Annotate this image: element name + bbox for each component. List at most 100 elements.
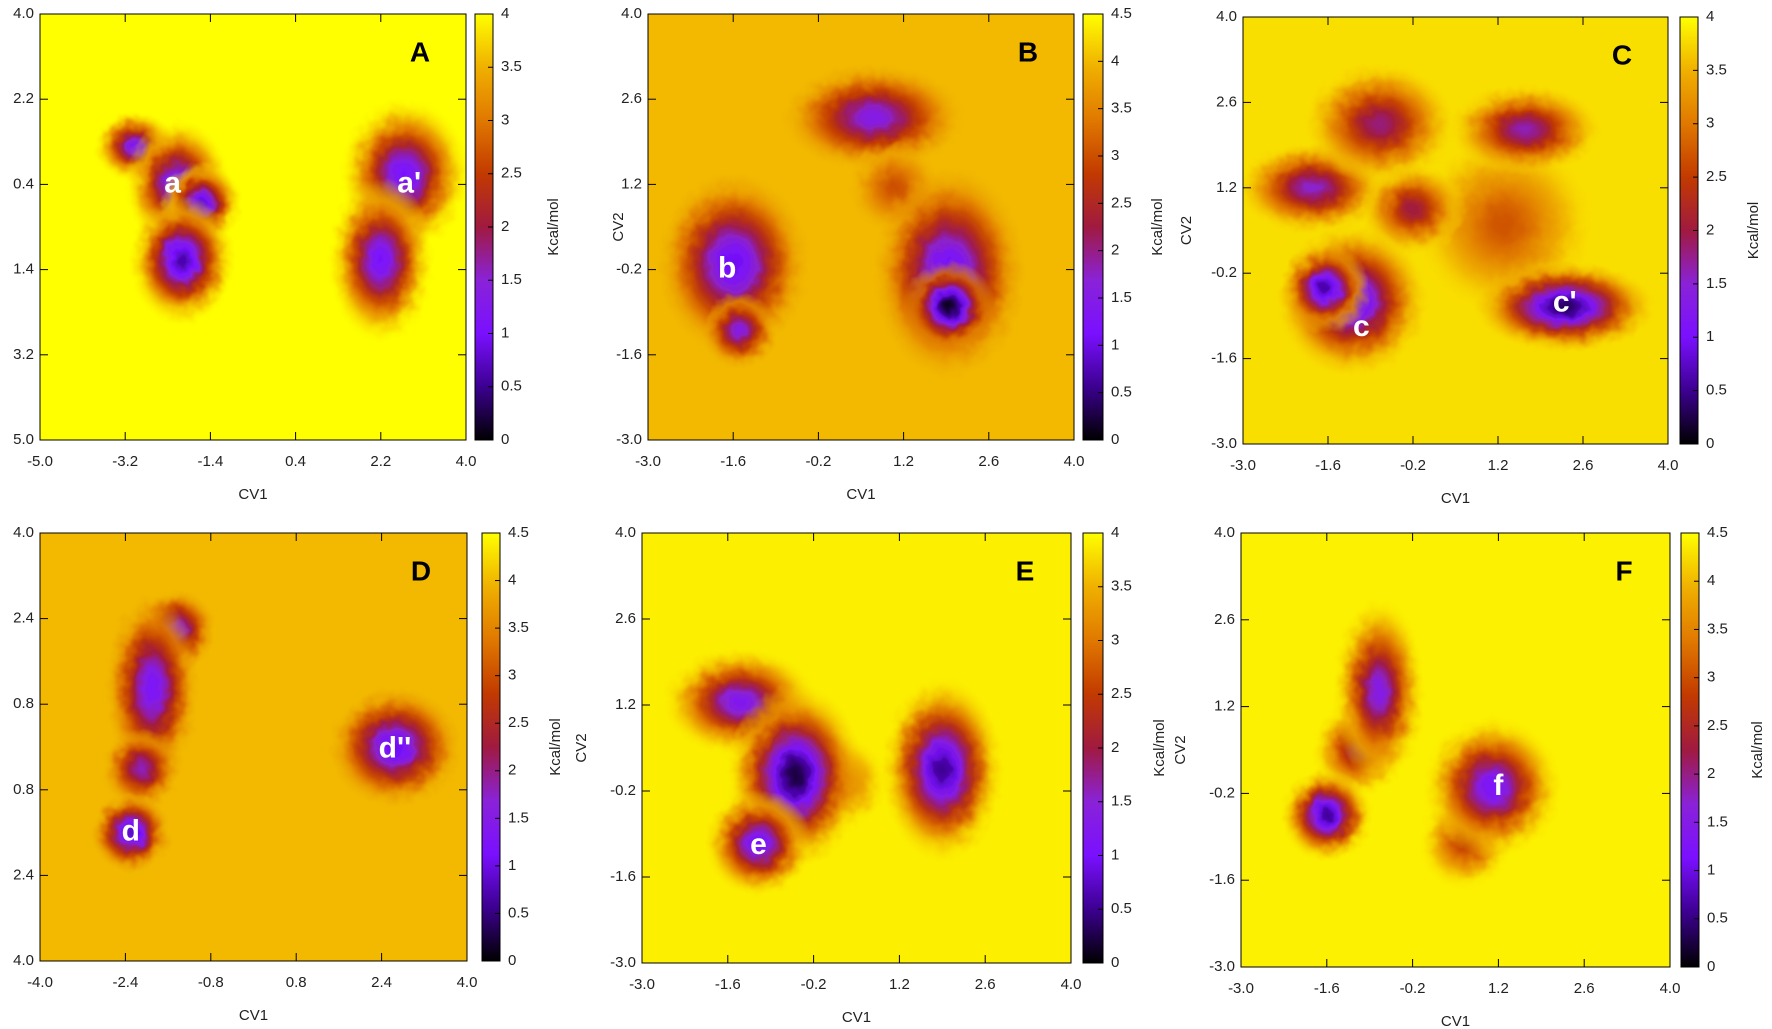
colorbar-tick-label: 1 xyxy=(508,857,516,874)
x-tick-label: -0.2 xyxy=(1400,980,1426,997)
colorbar-tick-label: 2.5 xyxy=(1707,717,1728,734)
colorbar-tick-label: 4.5 xyxy=(1111,5,1132,22)
energy-well xyxy=(1423,717,1562,857)
energy-well xyxy=(101,728,182,809)
colorbar-tick-label: 4 xyxy=(1706,8,1714,25)
x-tick-label: 1.2 xyxy=(1488,980,1509,997)
basin-label: a xyxy=(164,166,181,199)
colorbar-label: Kcal/mol xyxy=(1151,719,1168,777)
x-axis-label: CV1 xyxy=(238,486,267,503)
x-tick-label: 0.4 xyxy=(285,453,306,470)
basin-label: d xyxy=(122,815,140,848)
x-tick-label: 2.6 xyxy=(975,976,996,993)
basin-label: f xyxy=(1493,769,1504,802)
x-axis-label: CV1 xyxy=(1441,490,1470,507)
colorbar-tick-label: 1.5 xyxy=(1707,813,1728,830)
y-axis-label: CV2 xyxy=(573,733,590,762)
wells xyxy=(90,589,462,873)
colorbar-tick-label: 3 xyxy=(1111,631,1119,648)
energy-well xyxy=(328,686,462,808)
colorbar-tick-label: 1 xyxy=(1111,336,1119,353)
energy-well xyxy=(881,677,1004,862)
colorbar-tick-label: 4 xyxy=(501,5,509,22)
panel-label: D xyxy=(411,555,431,586)
y-tick-label: -1.6 xyxy=(616,346,642,363)
y-axis-label: CV2 xyxy=(1172,735,1189,764)
colorbar xyxy=(1082,13,1104,441)
colorbar-label: Kcal/mol xyxy=(1149,198,1166,256)
colorbar-tick-label: 1 xyxy=(501,324,509,341)
plot-border xyxy=(39,532,468,962)
colorbar-tick-label: 0 xyxy=(501,431,509,448)
colorbar-tick-label: 2 xyxy=(1111,739,1119,756)
y-tick-label: 0.8 xyxy=(13,781,34,798)
colorbar-tick-label: 0.5 xyxy=(1111,900,1132,917)
y-tick-label: -3.0 xyxy=(610,954,636,971)
x-tick-label: 1.2 xyxy=(893,453,914,470)
energy-well xyxy=(781,64,965,171)
x-tick-label: -1.4 xyxy=(197,453,223,470)
y-tick-label: -3.0 xyxy=(1211,435,1237,452)
energy-well xyxy=(1473,261,1656,353)
y-tick-label: 2.6 xyxy=(615,610,636,627)
colorbar-tick-label: 2 xyxy=(1111,242,1119,259)
x-tick-label: -1.6 xyxy=(720,453,746,470)
x-tick-label: -3.0 xyxy=(1228,980,1254,997)
colorbar-tick-label: 4 xyxy=(1111,524,1119,541)
wells xyxy=(657,64,1026,380)
panel-label: B xyxy=(1018,36,1038,67)
y-tick-label: -3.0 xyxy=(616,431,642,448)
colorbar-tick-label: 4.5 xyxy=(1707,524,1728,541)
x-tick-label: 4.0 xyxy=(1061,976,1082,993)
y-tick-label: 2.4 xyxy=(13,866,34,883)
plot-border xyxy=(641,532,1072,964)
x-tick-label: -0.2 xyxy=(801,976,827,993)
x-tick-label: 4.0 xyxy=(1660,980,1681,997)
x-tick-label: 1.2 xyxy=(1488,457,1509,474)
colorbar-tick-label: 2.5 xyxy=(501,165,522,182)
y-tick-label: 5.0 xyxy=(13,431,34,448)
basin-label: e xyxy=(750,828,767,861)
energy-well xyxy=(903,260,995,352)
plot-border xyxy=(647,13,1075,441)
wells xyxy=(663,648,1004,897)
x-tick-label: -5.0 xyxy=(27,453,53,470)
y-tick-label: 2.6 xyxy=(1214,611,1235,628)
plot-border xyxy=(39,13,467,441)
y-tick-label: -3.0 xyxy=(1209,958,1235,975)
x-tick-label: -0.8 xyxy=(198,974,224,991)
colorbar-tick-label: 1.5 xyxy=(1111,793,1132,810)
y-axis-label: CV2 xyxy=(610,212,627,241)
y-tick-label: 2.2 xyxy=(13,90,34,107)
plot-border xyxy=(1242,16,1669,445)
colorbar-tick-label: 0.5 xyxy=(501,378,522,395)
y-tick-label: -0.2 xyxy=(1209,784,1235,801)
x-tick-label: 2.6 xyxy=(978,453,999,470)
plot-area xyxy=(648,14,1074,440)
x-tick-label: 2.6 xyxy=(1574,980,1595,997)
y-tick-label: -1.6 xyxy=(1209,871,1235,888)
y-tick-label: -0.2 xyxy=(1211,264,1237,281)
colorbar-tick-label: 4 xyxy=(1111,52,1119,69)
x-tick-label: 2.6 xyxy=(1573,457,1594,474)
panel-label: A xyxy=(410,36,430,67)
colorbar-tick-label: 2 xyxy=(508,762,516,779)
x-tick-label: -1.6 xyxy=(1315,457,1341,474)
colorbar-tick-label: 2.5 xyxy=(1706,168,1727,185)
basin-label: c xyxy=(1353,310,1370,343)
colorbar-tick-label: 2 xyxy=(1707,765,1715,782)
x-axis-label: CV1 xyxy=(239,1007,268,1024)
colorbar-tick-label: 3 xyxy=(1706,115,1714,132)
y-tick-label: 4.0 xyxy=(1214,524,1235,541)
y-tick-label: 1.2 xyxy=(1214,698,1235,715)
y-tick-label: 4.0 xyxy=(13,524,34,541)
x-tick-label: 2.4 xyxy=(371,974,392,991)
colorbar-tick-label: 3.5 xyxy=(1707,620,1728,637)
x-tick-label: -2.4 xyxy=(112,974,138,991)
x-tick-label: -1.6 xyxy=(715,976,741,993)
colorbar-tick-label: 1.5 xyxy=(501,271,522,288)
panel-label: C xyxy=(1612,39,1632,70)
y-axis-label: CV2 xyxy=(1178,216,1195,245)
y-tick-label: 2.6 xyxy=(621,90,642,107)
